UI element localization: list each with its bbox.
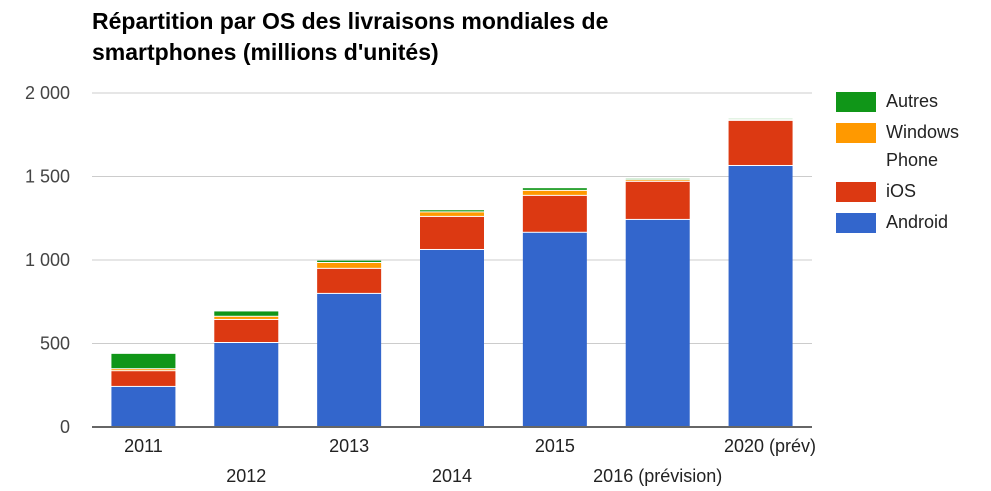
y-tick-label: 1 500 [25, 167, 70, 187]
bar-segment-android[interactable] [728, 165, 793, 426]
chart-legend: Autres Windows Phone iOS Android [836, 90, 986, 242]
bar-segment-windows-phone[interactable] [522, 190, 587, 195]
bar-segment-android[interactable] [111, 386, 176, 426]
legend-swatch [836, 123, 876, 143]
x-tick-label: 2014 [432, 466, 472, 486]
x-tick-label: 2020 (prév) [724, 436, 816, 456]
y-tick-label: 500 [40, 334, 70, 354]
bar-segment-autres[interactable] [111, 353, 176, 369]
bar-segment-ios[interactable] [728, 120, 793, 165]
x-tick-label: 2011 [124, 436, 163, 456]
bar-segment-android[interactable] [625, 219, 690, 426]
legend-label: Autres [886, 91, 939, 111]
bar-segment-android[interactable] [420, 249, 484, 426]
bar-segment-windows-phone[interactable] [625, 180, 690, 181]
legend-item[interactable]: Android [836, 211, 986, 236]
legend-item[interactable]: Windows Phone [836, 121, 986, 174]
legend-label: iOS [886, 181, 917, 201]
bar-segment-android[interactable] [522, 232, 587, 426]
legend-swatch [836, 182, 876, 202]
legend-label: Windows Phone [886, 122, 960, 170]
x-tick-label: 2013 [329, 436, 369, 456]
bar-segment-ios[interactable] [420, 216, 484, 249]
bar-segment-windows-phone[interactable] [420, 212, 484, 216]
x-tick-label: 2015 [535, 436, 575, 456]
bar-segment-autres[interactable] [317, 260, 382, 263]
legend-swatch [836, 213, 876, 233]
bar-segment-ios[interactable] [111, 371, 176, 386]
bar-segment-android[interactable] [214, 342, 279, 426]
bar-segment-windows-phone[interactable] [111, 369, 176, 371]
bar-segment-android[interactable] [317, 293, 382, 426]
chart-title: Répartition par OS des livraisons mondia… [92, 8, 609, 65]
legend-item[interactable]: iOS [836, 180, 986, 205]
bar-segment-ios[interactable] [317, 268, 382, 293]
bar-segment-autres[interactable] [420, 210, 484, 212]
legend-swatch [836, 92, 876, 112]
y-tick-label: 0 [60, 417, 70, 437]
bar-segment-autres[interactable] [522, 188, 587, 190]
x-tick-label: 2016 (prévision) [593, 466, 722, 486]
bar-segment-ios[interactable] [214, 319, 279, 342]
bar-segment-windows-phone[interactable] [317, 263, 382, 268]
y-tick-label: 1 000 [25, 250, 70, 270]
bar-segment-ios[interactable] [625, 181, 690, 219]
legend-item[interactable]: Autres [836, 90, 986, 115]
y-tick-label: 2 000 [25, 83, 70, 103]
legend-label: Android [886, 212, 949, 232]
x-tick-label: 2012 [226, 466, 266, 486]
bar-segment-windows-phone[interactable] [214, 316, 279, 319]
bar-segment-ios[interactable] [522, 195, 587, 232]
bar-segment-autres[interactable] [214, 311, 279, 316]
